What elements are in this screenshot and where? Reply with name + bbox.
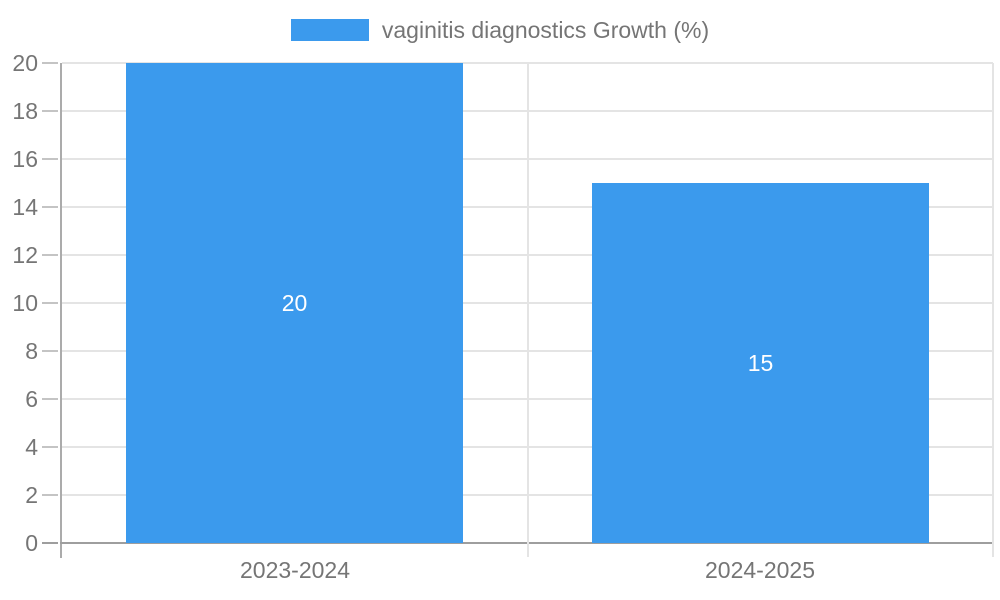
gridline-vertical: [527, 63, 529, 557]
bar[interactable]: 20: [126, 63, 463, 543]
y-tick-label: 6: [25, 386, 38, 412]
y-tick-mark: [42, 158, 58, 160]
x-tick-label: 2024-2025: [705, 557, 815, 583]
y-tick-mark: [42, 446, 58, 448]
y-tick-label: 18: [12, 98, 38, 124]
y-tick-mark: [42, 110, 58, 112]
y-tick-mark: [42, 206, 58, 208]
bar-value-label: 20: [281, 290, 308, 316]
y-tick-mark: [42, 302, 58, 304]
y-tick-label: 2: [25, 482, 38, 508]
legend-label: vaginitis diagnostics Growth (%): [381, 16, 710, 43]
y-tick-label: 0: [25, 530, 38, 556]
y-tick-label: 12: [12, 242, 38, 268]
y-axis-line: [60, 63, 62, 558]
plot-area: 20 15: [62, 62, 994, 557]
legend-swatch-icon: [290, 19, 369, 41]
y-tick-mark: [42, 542, 58, 544]
y-tick-label: 10: [12, 290, 38, 316]
y-tick-mark: [42, 494, 58, 496]
bar-value-label: 15: [747, 350, 774, 376]
y-tick-label: 20: [12, 50, 38, 76]
y-tick-mark: [42, 350, 58, 352]
gridline-vertical: [992, 63, 994, 557]
y-tick-mark: [42, 254, 58, 256]
y-tick-label: 4: [25, 434, 38, 460]
bar[interactable]: 15: [592, 183, 929, 543]
y-tick-label: 14: [12, 194, 38, 220]
y-tick-mark: [42, 398, 58, 400]
y-tick-mark: [42, 62, 58, 64]
x-axis-line: [60, 542, 993, 544]
legend[interactable]: vaginitis diagnostics Growth (%): [0, 17, 1000, 43]
y-tick-label: 8: [25, 338, 38, 364]
x-tick-label: 2023-2024: [240, 557, 350, 583]
y-tick-label: 16: [12, 146, 38, 172]
